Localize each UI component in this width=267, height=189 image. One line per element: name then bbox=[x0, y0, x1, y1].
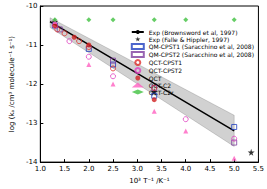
svg-text:-14: -14 bbox=[25, 158, 38, 167]
svg-text:4.0: 4.0 bbox=[180, 165, 191, 173]
svg-text:10³ T⁻¹ /K⁻¹: 10³ T⁻¹ /K⁻¹ bbox=[129, 177, 170, 185]
svg-text:3.0: 3.0 bbox=[132, 165, 143, 173]
svg-text:QCT: QCT bbox=[149, 75, 162, 82]
svg-text:5.0: 5.0 bbox=[229, 165, 240, 173]
svg-text:Exp (Falle & Hippler, 1997): Exp (Falle & Hippler, 1997) bbox=[148, 35, 230, 43]
svg-text:1.5: 1.5 bbox=[59, 165, 70, 173]
svg-text:QCT-CPST1: QCT-CPST1 bbox=[149, 59, 182, 66]
svg-text:QCT-CPST2: QCT-CPST2 bbox=[149, 67, 182, 74]
svg-text:1.0: 1.0 bbox=[35, 165, 46, 173]
svg-text:-11: -11 bbox=[26, 41, 37, 49]
svg-text:log (kₐ /cm³ molecule⁻¹ s⁻¹): log (kₐ /cm³ molecule⁻¹ s⁻¹) bbox=[8, 36, 16, 132]
svg-text:-13: -13 bbox=[26, 119, 37, 127]
svg-text:QCT-C2r: QCT-C2r bbox=[148, 88, 174, 96]
svg-text:QM-CPST2 (Saracchino et al, 20: QM-CPST2 (Saracchino et al, 2008) bbox=[149, 51, 254, 58]
svg-text:2.5: 2.5 bbox=[107, 165, 118, 173]
svg-text:-10: -10 bbox=[26, 2, 37, 10]
svg-text:5.5: 5.5 bbox=[253, 165, 264, 173]
svg-text:QCT-C2: QCT-C2 bbox=[148, 81, 171, 89]
svg-text:2.0: 2.0 bbox=[83, 165, 94, 173]
svg-text:QM-CPST1 (Saracchino et al, 20: QM-CPST1 (Saracchino et al, 2008) bbox=[149, 43, 254, 50]
svg-text:4.5: 4.5 bbox=[204, 165, 215, 173]
svg-text:3.5: 3.5 bbox=[156, 165, 167, 173]
svg-text:-12: -12 bbox=[26, 80, 37, 88]
svg-text:Exp (Brownsword et al, 1997): Exp (Brownsword et al, 1997) bbox=[148, 28, 238, 36]
